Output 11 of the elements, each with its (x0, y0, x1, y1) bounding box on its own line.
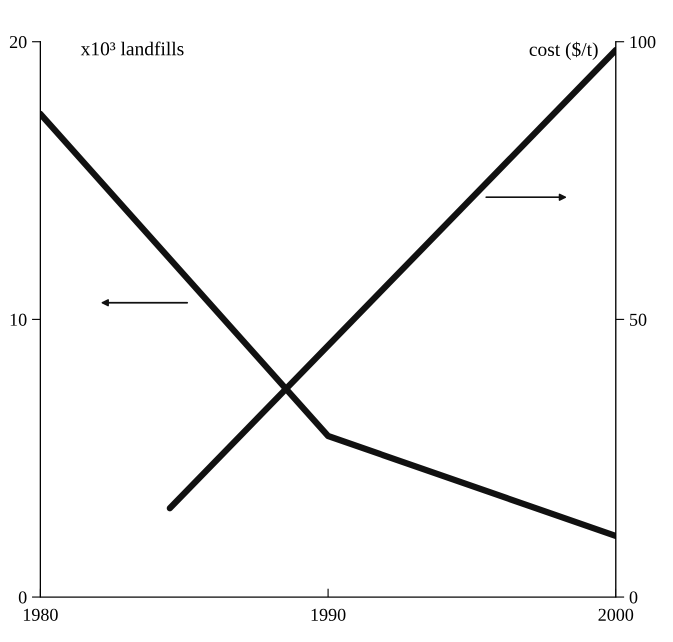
y2-tick-label: 0 (630, 591, 638, 604)
y-tick-label: 10 (10, 314, 26, 326)
y-tick-label: 20 (10, 36, 26, 48)
y2-tick-label: 50 (630, 314, 646, 326)
x-tick-label: 1990 (312, 608, 346, 621)
y-axis-title: x10³ landfills (80, 42, 184, 56)
y-tick-label: 0 (18, 591, 26, 604)
y2-axis-title: cost ($/t) (530, 42, 598, 60)
y2-tick-label: 100 (630, 36, 656, 48)
x-tick-label: 2000 (598, 608, 634, 621)
x-tick-label: 1980 (24, 608, 58, 621)
